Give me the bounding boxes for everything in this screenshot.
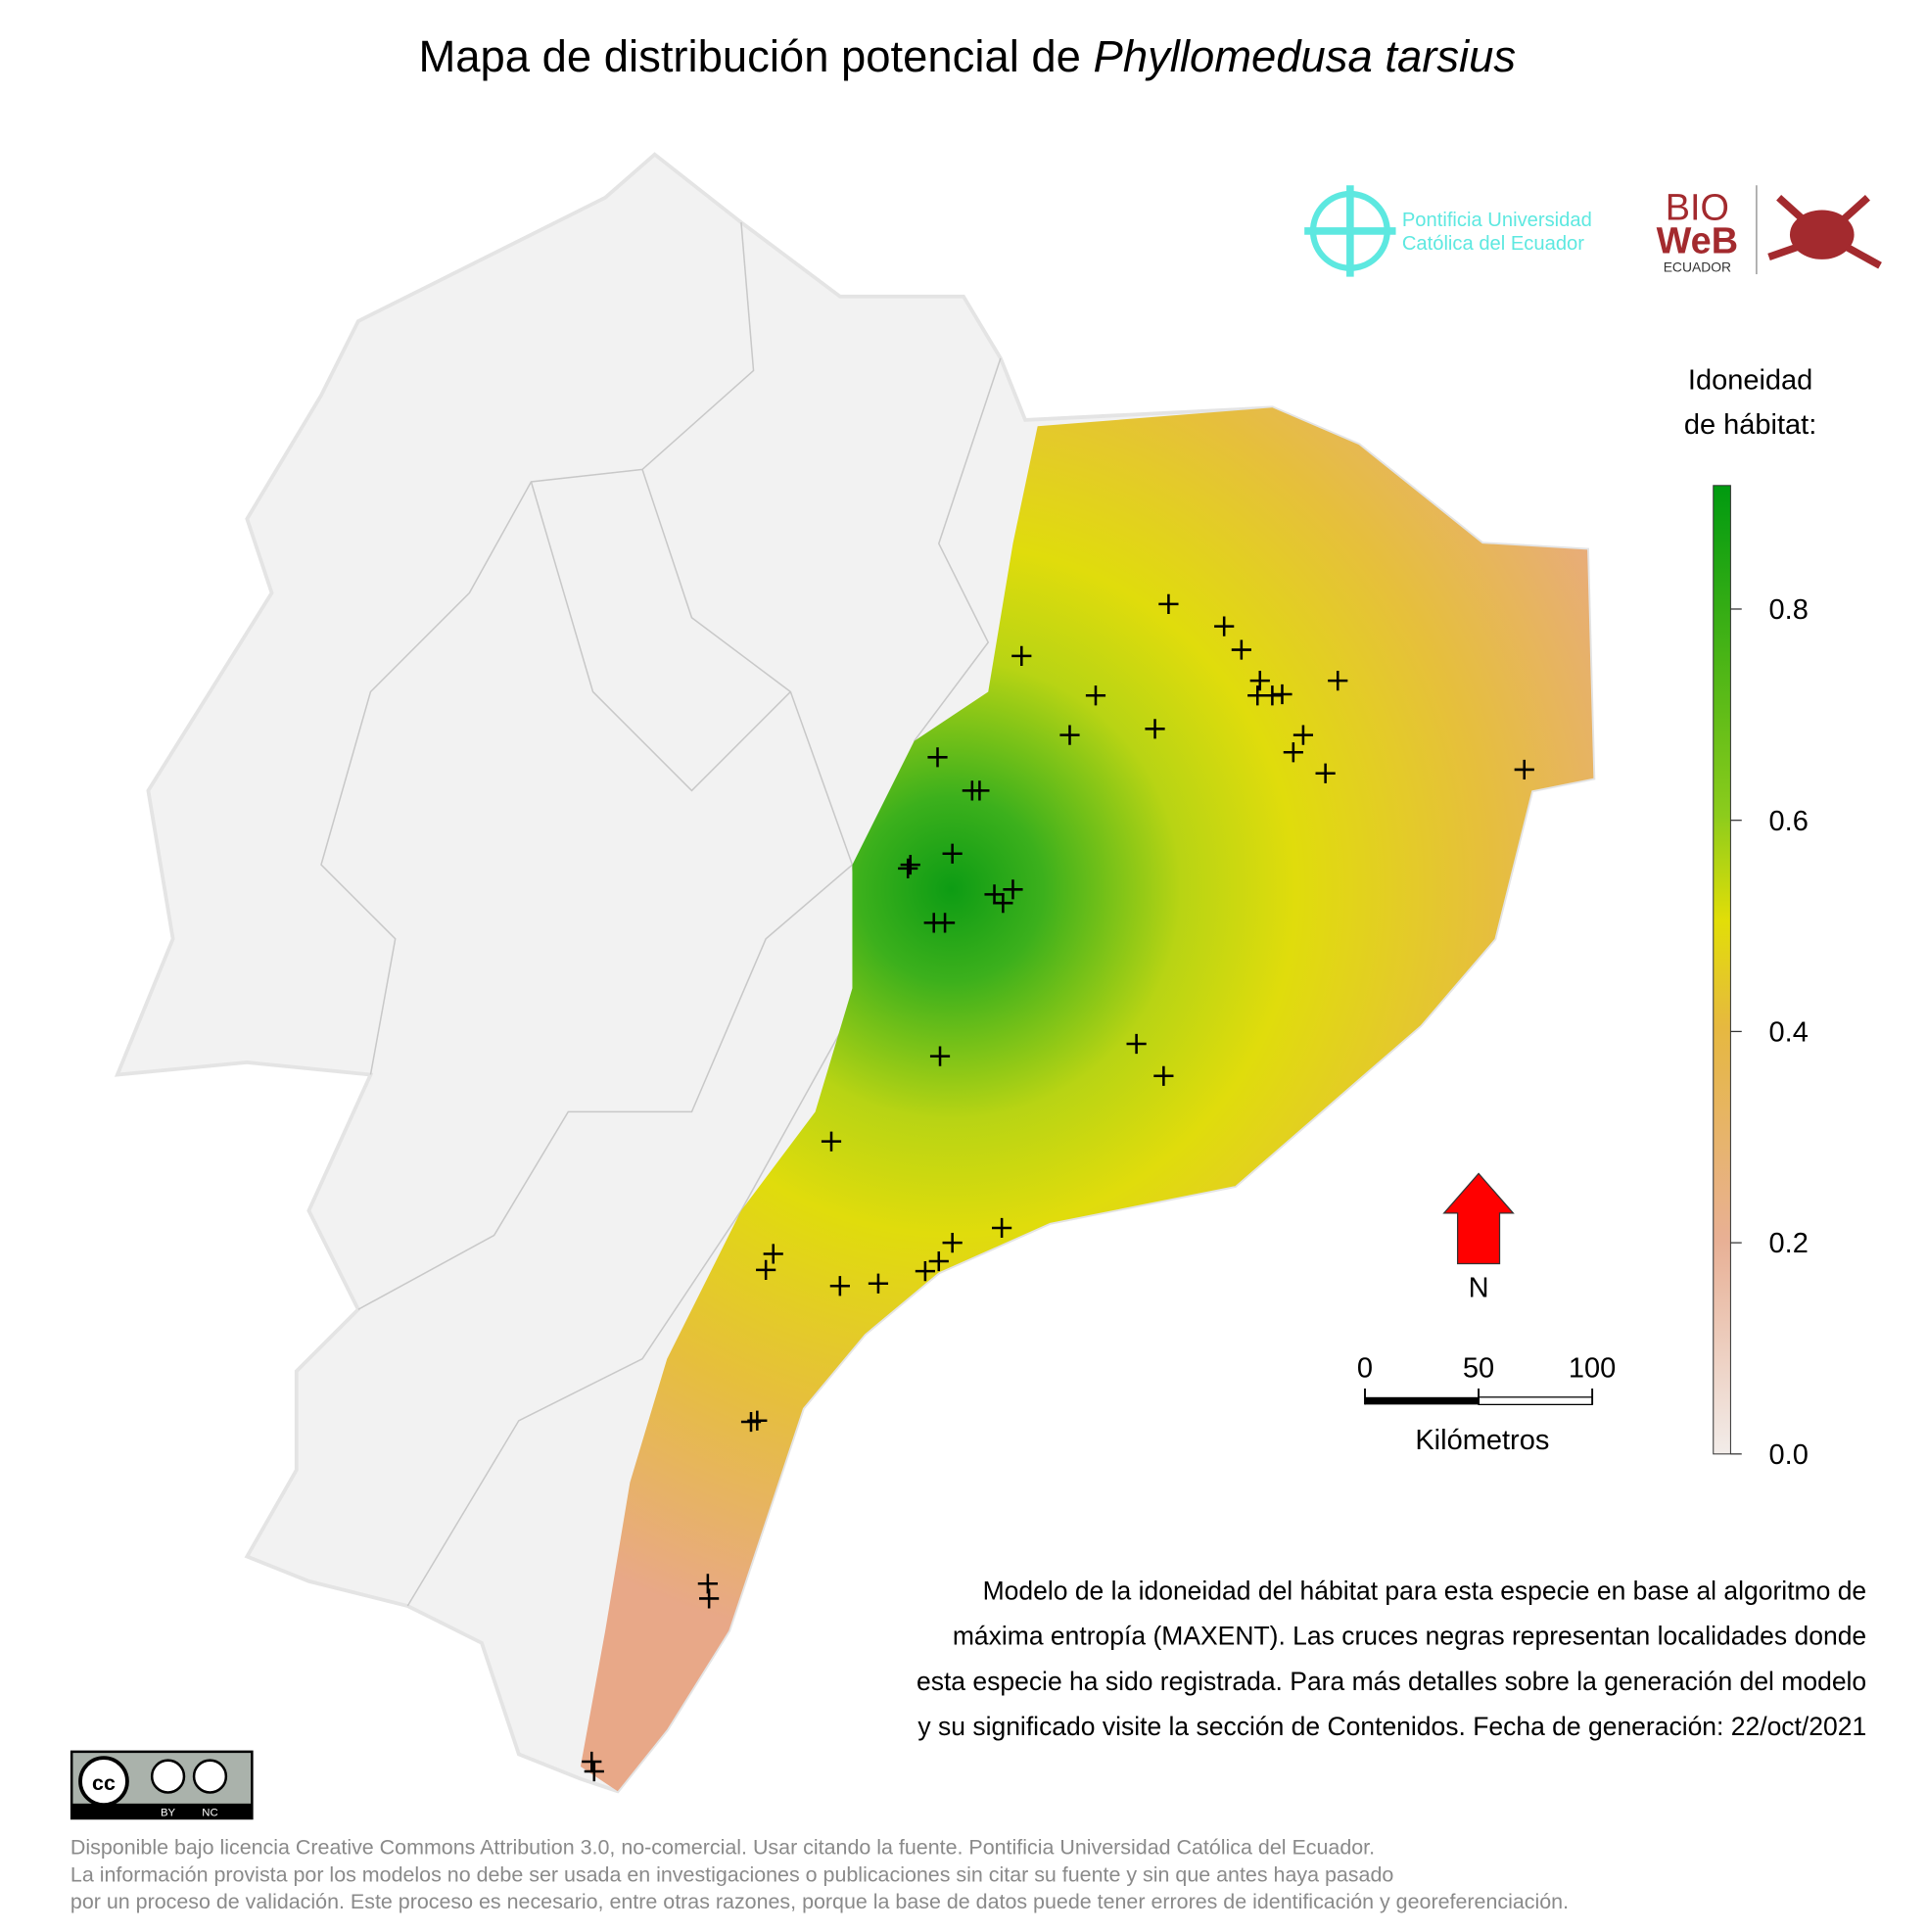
legend-tick-label: 0.6: [1769, 806, 1809, 837]
cc-nc: NC: [202, 1807, 217, 1818]
occurrence-cross: [992, 1217, 1012, 1239]
occurrence-cross: [928, 1250, 949, 1272]
occurrence-cross: [1126, 1033, 1147, 1055]
occurrence-cross: [1283, 742, 1303, 763]
legend-title-line2: de hábitat:: [1684, 409, 1816, 441]
occurrence-cross: [699, 1588, 720, 1609]
occurrence-cross: [1249, 671, 1270, 691]
legend-tick-label: 0.8: [1769, 594, 1809, 626]
occurrence-cross: [927, 747, 948, 768]
scale-bar-dark: [1365, 1396, 1480, 1405]
bioweb-bottom: ECUADOR: [1664, 259, 1731, 275]
bioweb-logo: BIO WeB ECUADOR: [1657, 185, 1882, 275]
caption-line: esta especie ha sido registrada. Para má…: [916, 1667, 1866, 1696]
legend-title-line1: Idoneidad: [1688, 364, 1812, 396]
occurrence-cross: [984, 884, 1005, 905]
svg-text:cc: cc: [92, 1771, 116, 1795]
title-prefix: Mapa de distribución potencial de: [418, 31, 1080, 81]
puce-name-line2: Católica del Ecuador: [1402, 233, 1584, 255]
caption-line: máxima entropía (MAXENT). Las cruces neg…: [953, 1622, 1866, 1651]
occurrence-cross: [898, 858, 918, 878]
license-text: Disponible bajo licencia Creative Common…: [70, 1836, 1569, 1914]
occurrence-cross: [1011, 645, 1032, 666]
occurrence-cross: [584, 1761, 604, 1782]
scale-label: Kilómetros: [1415, 1425, 1549, 1456]
caption: Modelo de la idoneidad del hábitat para …: [916, 1577, 1866, 1741]
occurrence-cross: [1514, 759, 1534, 780]
occurrence-cross: [934, 913, 956, 933]
caption-line: y su significado visite la sección de Co…: [917, 1712, 1866, 1741]
puce-logo: Pontificia Universidad Católica del Ecua…: [1304, 185, 1592, 277]
scale-tick-label: 0: [1357, 1353, 1373, 1385]
license-line: por un proceso de validación. Este proce…: [70, 1890, 1569, 1913]
occurrence-cross: [1231, 639, 1251, 660]
scale-tick-label: 50: [1463, 1353, 1494, 1385]
license-line: La información provista por los modelos …: [70, 1862, 1393, 1886]
occurrence-cross: [915, 1261, 935, 1282]
occurrence-cross: [942, 1233, 963, 1253]
cc-by: BY: [161, 1807, 176, 1818]
occurrence-cross: [993, 893, 1013, 914]
occurrence-cross: [1059, 725, 1080, 745]
occurrence-cross: [1158, 593, 1179, 614]
occurrence-cross: [1315, 763, 1336, 783]
occurrence-cross: [756, 1259, 776, 1280]
legend-ticks: 0.0 0.2 0.4 0.6 0.8: [1730, 594, 1809, 1471]
occurrence-cross: [1292, 725, 1314, 745]
cc-badge: cc BY NC: [70, 1750, 254, 1820]
legend-tick-label: 0.0: [1769, 1439, 1809, 1471]
occurrence-cross: [582, 1751, 602, 1772]
occurrence-cross: [1153, 1065, 1174, 1086]
occurrence-cross: [821, 1131, 842, 1152]
occurrence-cross: [868, 1273, 889, 1294]
color-bar: [1713, 485, 1731, 1455]
habitat-suitability: [580, 407, 1594, 1792]
title-species: Phyllomedusa tarsius: [1094, 31, 1517, 81]
occurrence-cross: [942, 843, 963, 864]
occurrence-cross: [1003, 879, 1023, 900]
puce-name-line1: Pontificia Universidad: [1402, 210, 1592, 231]
occurrence-cross: [829, 1276, 850, 1296]
occurrence-cross: [1214, 616, 1235, 636]
occurrence-cross: [1272, 683, 1292, 705]
occurrence-cross: [929, 1046, 951, 1066]
legend-tick-label: 0.2: [1769, 1228, 1809, 1259]
north-label: N: [1469, 1273, 1489, 1304]
north-arrow: [1442, 1172, 1515, 1265]
legend-tick-label: 0.4: [1769, 1016, 1809, 1048]
bioweb-top: BIO: [1666, 188, 1729, 229]
scale-bar-light: [1478, 1396, 1593, 1405]
occurrence-cross: [1328, 671, 1348, 691]
scale-tick-label: 100: [1569, 1353, 1616, 1385]
occurrence-cross: [763, 1244, 783, 1264]
occurrence-cross: [1145, 719, 1165, 739]
bioweb-mid: WeB: [1657, 221, 1738, 262]
occurrence-records: [582, 593, 1534, 1782]
occurrence-cross: [1085, 685, 1106, 706]
occurrence-cross: [900, 854, 920, 875]
title: Mapa de distribución potencial de Phyllom…: [418, 31, 1516, 81]
license-line: Disponible bajo licencia Creative Common…: [70, 1836, 1375, 1860]
scale-bar: 0 50 100: [1357, 1353, 1616, 1405]
caption-line: Modelo de la idoneidad del hábitat para …: [983, 1577, 1867, 1606]
occurrence-cross: [747, 1410, 768, 1431]
occurrence-cross: [969, 780, 990, 801]
